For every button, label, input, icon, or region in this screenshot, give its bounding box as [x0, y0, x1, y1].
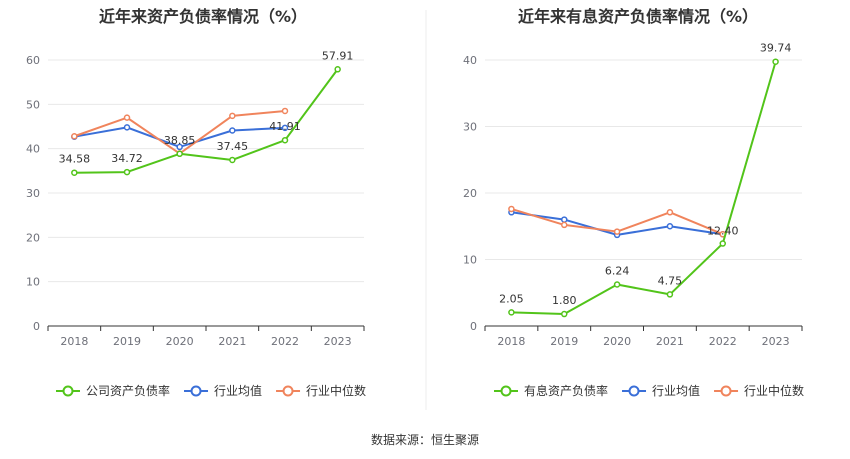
chart-title: 近年来资产负债率情况（%）	[99, 7, 307, 26]
x-tick-label: 2022	[271, 335, 299, 348]
y-tick-label: 10	[26, 276, 40, 289]
data-point-median	[613, 228, 621, 235]
legend-label-company: 有息资产负债率	[524, 383, 608, 398]
y-tick-label: 0	[33, 320, 40, 333]
data-point-company	[281, 136, 289, 144]
y-tick-label: 20	[26, 231, 40, 244]
data-point-avg	[229, 127, 236, 134]
data-point-median	[508, 205, 515, 213]
data-point-avg	[666, 223, 674, 230]
legend-marker-median	[282, 385, 294, 397]
y-tick-label: 30	[26, 187, 40, 200]
data-point-company	[613, 281, 621, 288]
data-point-company	[176, 150, 183, 158]
x-tick-label: 2018	[497, 335, 525, 348]
data-label: 4.75	[658, 274, 683, 287]
legend-label-avg: 行业均值	[652, 383, 700, 398]
y-tick-label: 50	[26, 98, 40, 111]
x-tick-label: 2020	[603, 335, 631, 348]
data-label: 12.40	[707, 225, 739, 238]
x-tick-label: 2023	[762, 335, 790, 348]
x-tick-label: 2019	[113, 335, 141, 348]
y-tick-label: 10	[463, 254, 477, 267]
data-point-company	[334, 66, 341, 73]
x-tick-label: 2023	[324, 335, 352, 348]
data-point-median	[666, 209, 674, 216]
x-tick-label: 2021	[218, 335, 246, 348]
data-point-avg	[561, 216, 568, 223]
data-label: 34.72	[111, 152, 143, 165]
data-label: 39.74	[760, 42, 792, 55]
data-point-company	[123, 168, 131, 176]
data-point-company	[772, 58, 779, 65]
data-point-avg	[176, 143, 183, 151]
data-label: 2.05	[499, 292, 524, 305]
interest-debt-ratio-chart: 近年来有息资产负债率情况（%） 0 10 20 30 40 2018 2019 2020 2021…	[463, 7, 804, 398]
series-line-company	[511, 61, 777, 316]
legend-label-avg: 行业均值	[214, 383, 262, 398]
data-point-median	[123, 114, 131, 121]
data-point-company	[71, 169, 78, 176]
data-point-avg	[281, 124, 289, 132]
legend-label-median: 行业中位数	[744, 383, 804, 398]
data-label: 34.58	[59, 153, 91, 166]
legend-marker-company	[500, 385, 512, 397]
series-line-company	[74, 68, 339, 174]
data-label: 37.45	[217, 140, 249, 153]
x-tick-label: 2020	[166, 335, 194, 348]
legend-marker-company	[62, 385, 74, 397]
legend-label-company: 公司资产负债率	[86, 383, 170, 398]
data-label: 1.80	[552, 294, 577, 307]
y-tick-label: 30	[463, 121, 477, 134]
data-label: 41.91	[269, 120, 301, 133]
y-tick-label: 60	[26, 54, 40, 67]
x-tick-label: 2018	[60, 335, 88, 348]
legend-marker-median	[720, 385, 732, 397]
y-tick-label: 0	[470, 320, 477, 333]
legend-label-median: 行业中位数	[306, 383, 366, 398]
debt-ratio-chart: 近年来资产负债率情况（%） 0 10 20 30 40 50 60 2018 2019 2020 20…	[26, 7, 366, 398]
x-tick-label: 2021	[656, 335, 684, 348]
data-label: 38.85	[164, 134, 196, 147]
data-label: 57.91	[322, 49, 354, 62]
source-label: 数据来源：恒生聚源	[371, 432, 479, 447]
data-point-median	[71, 133, 78, 140]
data-point-company	[666, 291, 674, 298]
x-tick-label: 2019	[550, 335, 578, 348]
data-label: 6.24	[605, 265, 630, 278]
data-point-company	[508, 309, 515, 316]
data-point-median	[281, 107, 289, 115]
data-point-median	[229, 112, 236, 120]
y-tick-label: 40	[463, 54, 477, 67]
data-point-company	[229, 156, 236, 164]
y-tick-label: 40	[26, 143, 40, 156]
legend-marker-avg	[628, 385, 640, 397]
data-point-company	[719, 240, 726, 247]
chart-title: 近年来有息资产负债率情况（%）	[518, 7, 758, 26]
data-point-avg	[123, 124, 131, 131]
data-point-company	[561, 310, 568, 318]
legend-marker-avg	[190, 385, 202, 397]
data-point-median	[561, 221, 568, 229]
x-tick-label: 2022	[709, 335, 737, 348]
y-tick-label: 20	[463, 187, 477, 200]
